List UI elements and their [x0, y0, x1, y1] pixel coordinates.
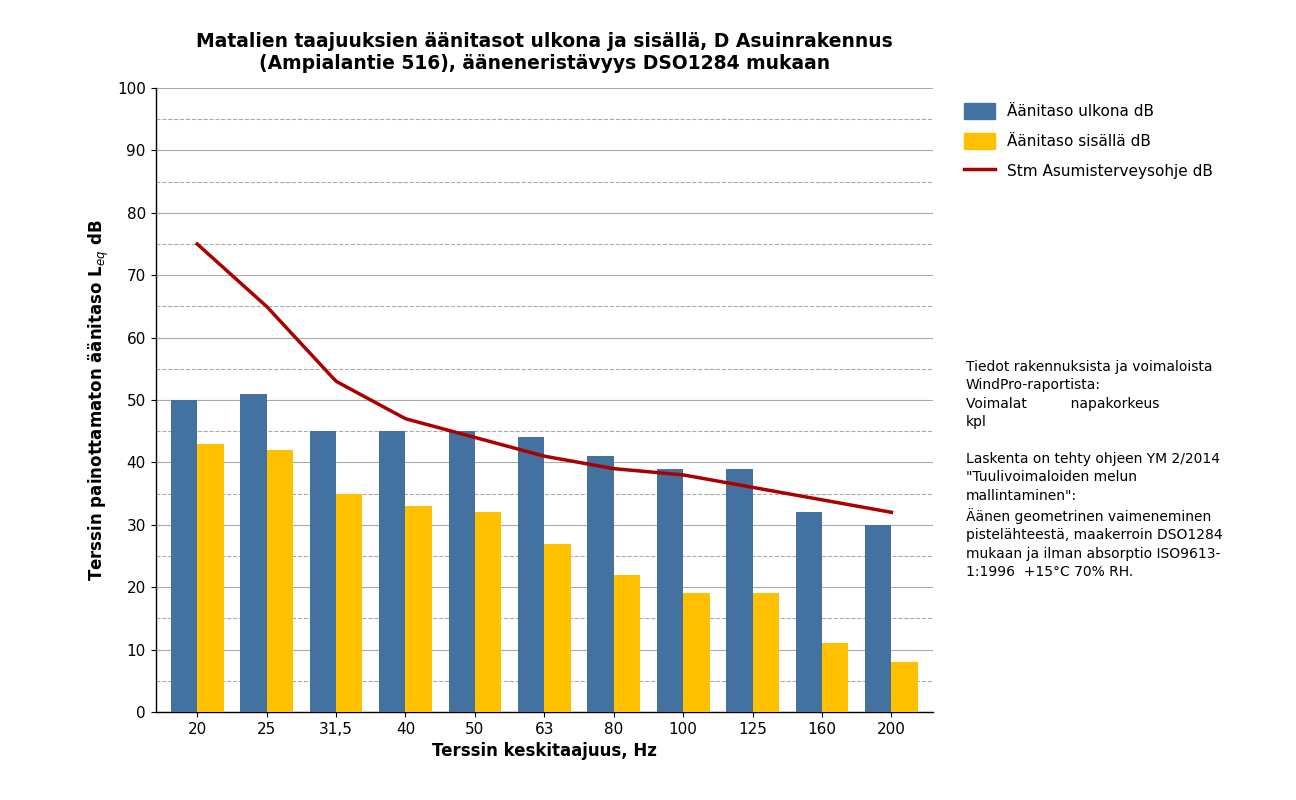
Bar — [544, 543, 570, 712]
Bar — [892, 662, 918, 712]
Bar — [518, 438, 544, 712]
Bar — [378, 431, 406, 712]
Bar — [448, 431, 474, 712]
Bar — [336, 494, 363, 712]
Bar — [796, 512, 822, 712]
Bar — [726, 469, 753, 712]
Bar — [753, 594, 779, 712]
Bar — [657, 469, 683, 712]
Bar — [406, 506, 432, 712]
Legend: Äänitaso ulkona dB, Äänitaso sisällä dB, Stm Asumisterveysohje dB: Äänitaso ulkona dB, Äänitaso sisällä dB,… — [956, 96, 1221, 186]
Bar — [822, 643, 849, 712]
Bar — [171, 400, 197, 712]
Bar — [474, 512, 502, 712]
Text: Matalien taajuuksien äänitasot ulkona ja sisällä, D Asuinrakennus
(Ampialantie 5: Matalien taajuuksien äänitasot ulkona ja… — [196, 32, 893, 73]
Bar — [240, 394, 267, 712]
Bar — [310, 431, 336, 712]
Bar — [587, 456, 614, 712]
Bar — [267, 450, 293, 712]
Bar — [614, 574, 640, 712]
Y-axis label: Terssin painottamaton äänitaso L$_{eq}$ dB: Terssin painottamaton äänitaso L$_{eq}$ … — [87, 219, 111, 581]
Bar — [197, 444, 223, 712]
X-axis label: Terssin keskitaajuus, Hz: Terssin keskitaajuus, Hz — [432, 742, 657, 760]
Bar — [866, 525, 892, 712]
Text: Tiedot rakennuksista ja voimaloista
WindPro-raportista:
Voimalat          napako: Tiedot rakennuksista ja voimaloista Wind… — [966, 360, 1222, 579]
Bar — [683, 594, 709, 712]
